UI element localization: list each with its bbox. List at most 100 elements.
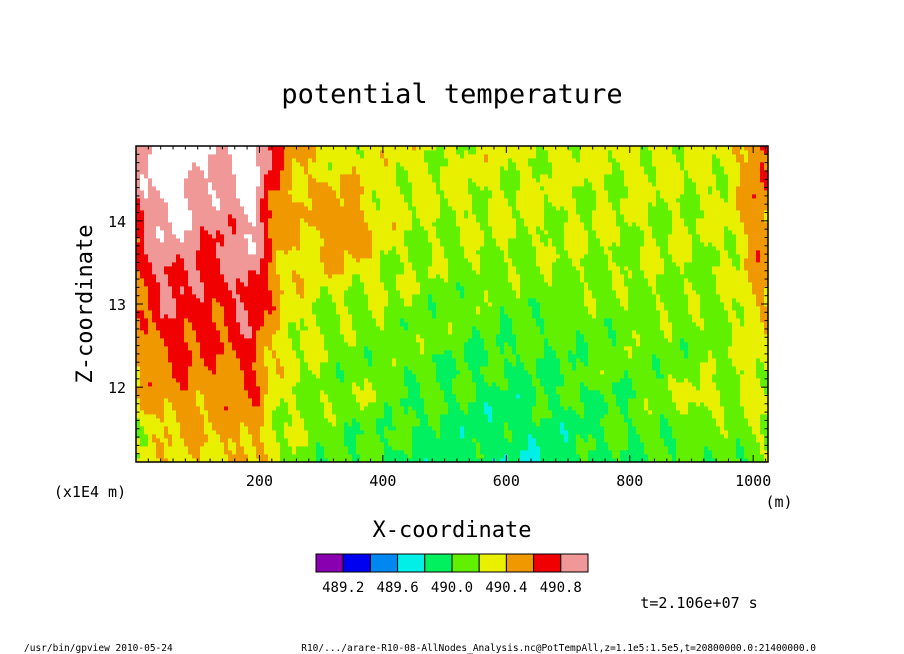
heatmap-cell <box>256 434 261 439</box>
heatmap-cell <box>224 262 229 267</box>
heatmap-cell <box>188 322 193 327</box>
heatmap-cell <box>304 430 309 435</box>
heatmap-cell <box>284 314 289 319</box>
heatmap-cell <box>308 242 313 247</box>
heatmap-cell <box>300 162 305 167</box>
heatmap-cell <box>340 390 345 395</box>
heatmap-cell <box>340 386 345 391</box>
heatmap-cell <box>144 178 149 183</box>
heatmap-cell <box>384 234 389 239</box>
heatmap-cell <box>220 190 225 195</box>
heatmap-cell <box>252 442 257 447</box>
heatmap-cell <box>156 298 161 303</box>
heatmap-cell <box>344 178 349 183</box>
heatmap-cell <box>192 270 197 275</box>
heatmap-cell <box>272 266 277 271</box>
heatmap-cell <box>304 262 309 267</box>
heatmap-cell <box>224 378 229 383</box>
heatmap-cell <box>332 250 337 255</box>
heatmap-cell <box>292 174 297 179</box>
heatmap-cell <box>312 446 317 451</box>
heatmap-cell <box>184 382 189 387</box>
heatmap-cell <box>284 230 289 235</box>
heatmap-cell <box>380 414 385 419</box>
heatmap-cell <box>384 346 389 351</box>
heatmap-cell <box>156 310 161 315</box>
heatmap-cell <box>304 158 309 163</box>
heatmap-cell <box>284 438 289 443</box>
heatmap-cell <box>172 450 177 455</box>
heatmap-cell <box>320 214 325 219</box>
heatmap-cell <box>308 294 313 299</box>
heatmap-cell <box>212 330 217 335</box>
heatmap-cell <box>164 270 169 275</box>
heatmap-cell <box>348 350 353 355</box>
heatmap-cell <box>180 342 185 347</box>
heatmap-cell <box>188 374 193 379</box>
heatmap-cell <box>224 338 229 343</box>
heatmap-cell <box>280 150 285 155</box>
heatmap-cell <box>148 446 153 451</box>
heatmap-cell <box>180 170 185 175</box>
heatmap-cell <box>296 410 301 415</box>
heatmap-cell <box>240 394 245 399</box>
heatmap-cell <box>148 174 153 179</box>
heatmap-cell <box>180 234 185 239</box>
heatmap-cell <box>376 406 381 411</box>
heatmap-cell <box>344 426 349 431</box>
heatmap-cell <box>148 362 153 367</box>
heatmap-cell <box>300 178 305 183</box>
heatmap-cell <box>156 146 161 151</box>
heatmap-cell <box>372 226 377 231</box>
heatmap-cell <box>384 266 389 271</box>
heatmap-cell <box>152 434 157 439</box>
heatmap-cell <box>228 338 233 343</box>
heatmap-cell <box>304 310 309 315</box>
heatmap-cell <box>344 298 349 303</box>
heatmap-cell <box>276 418 281 423</box>
heatmap-cell <box>324 190 329 195</box>
heatmap-cell <box>336 362 341 367</box>
heatmap-cell <box>256 186 261 191</box>
heatmap-cell <box>272 270 277 275</box>
heatmap-cell <box>260 186 265 191</box>
heatmap-cell <box>272 278 277 283</box>
heatmap-cell <box>184 162 189 167</box>
heatmap-cell <box>156 330 161 335</box>
heatmap-cell <box>360 314 365 319</box>
heatmap-cell <box>284 366 289 371</box>
heatmap-cell <box>292 294 297 299</box>
heatmap-cell <box>212 366 217 371</box>
heatmap-cell <box>160 378 165 383</box>
heatmap-cell <box>144 190 149 195</box>
heatmap-cell <box>356 230 361 235</box>
heatmap-cell <box>216 246 221 251</box>
heatmap-cell <box>324 182 329 187</box>
heatmap-cell <box>384 146 389 151</box>
heatmap-cell <box>272 414 277 419</box>
heatmap-cell <box>180 238 185 243</box>
heatmap-cell <box>140 374 145 379</box>
heatmap-cell <box>144 386 149 391</box>
heatmap-cell <box>292 210 297 215</box>
heatmap-cell <box>360 178 365 183</box>
heatmap-cell <box>352 354 357 359</box>
heatmap-cell <box>204 210 209 215</box>
heatmap-cell <box>216 430 221 435</box>
heatmap-cell <box>304 306 309 311</box>
heatmap-cell <box>172 194 177 199</box>
heatmap-cell <box>156 410 161 415</box>
heatmap-cell <box>340 294 345 299</box>
heatmap-cell <box>176 234 181 239</box>
heatmap-cell <box>256 378 261 383</box>
heatmap-cell <box>204 442 209 447</box>
heatmap-cell <box>372 378 377 383</box>
heatmap-cell <box>196 402 201 407</box>
heatmap-cell <box>204 222 209 227</box>
heatmap-cell <box>248 206 253 211</box>
heatmap-cell <box>296 458 301 463</box>
heatmap-cell <box>160 254 165 259</box>
heatmap-cell <box>372 202 377 207</box>
heatmap-cell <box>248 390 253 395</box>
heatmap-cell <box>292 422 297 427</box>
